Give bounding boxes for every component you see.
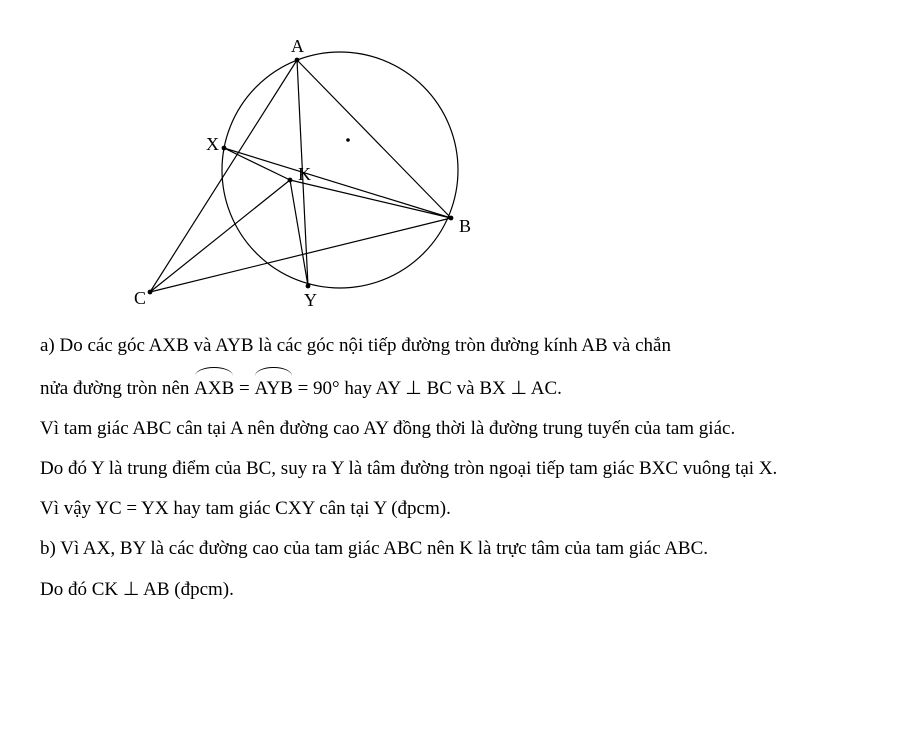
svg-text:B: B bbox=[459, 216, 471, 236]
paragraph-1a: a) Do các góc AXB và AYB là các góc nội … bbox=[40, 328, 857, 364]
arc-ayb: AYB bbox=[254, 368, 292, 407]
paragraph-3: Do đó Y là trung điểm của BC, suy ra Y l… bbox=[40, 451, 857, 487]
svg-text:K: K bbox=[298, 164, 311, 184]
eq-sign-1: = bbox=[239, 378, 254, 399]
svg-text:A: A bbox=[291, 36, 304, 56]
arc-axb: AXB bbox=[194, 368, 234, 407]
svg-text:Y: Y bbox=[304, 290, 317, 310]
paragraph-5: b) Vì AX, BY là các đường cao của tam gi… bbox=[40, 531, 857, 567]
svg-text:X: X bbox=[206, 134, 219, 154]
paragraph-1b: nửa đường tròn nên AXB = AYB = 90° hay A… bbox=[40, 368, 857, 407]
geometry-figure: A B X Y C K bbox=[130, 20, 490, 310]
paragraph-4: Vì vậy YC = YX hay tam giác CXY cân tại … bbox=[40, 491, 857, 527]
figure-svg: A B X Y C K bbox=[130, 20, 490, 310]
svg-text:C: C bbox=[134, 288, 146, 308]
paragraph-6: Do đó CK ⊥ AB (đpcm). bbox=[40, 572, 857, 608]
p1b-pre: nửa đường tròn nên bbox=[40, 378, 194, 399]
p1b-post: = 90° hay AY ⊥ BC và BX ⊥ AC. bbox=[298, 378, 562, 399]
paragraph-2: Vì tam giác ABC cân tại A nên đường cao … bbox=[40, 411, 857, 447]
